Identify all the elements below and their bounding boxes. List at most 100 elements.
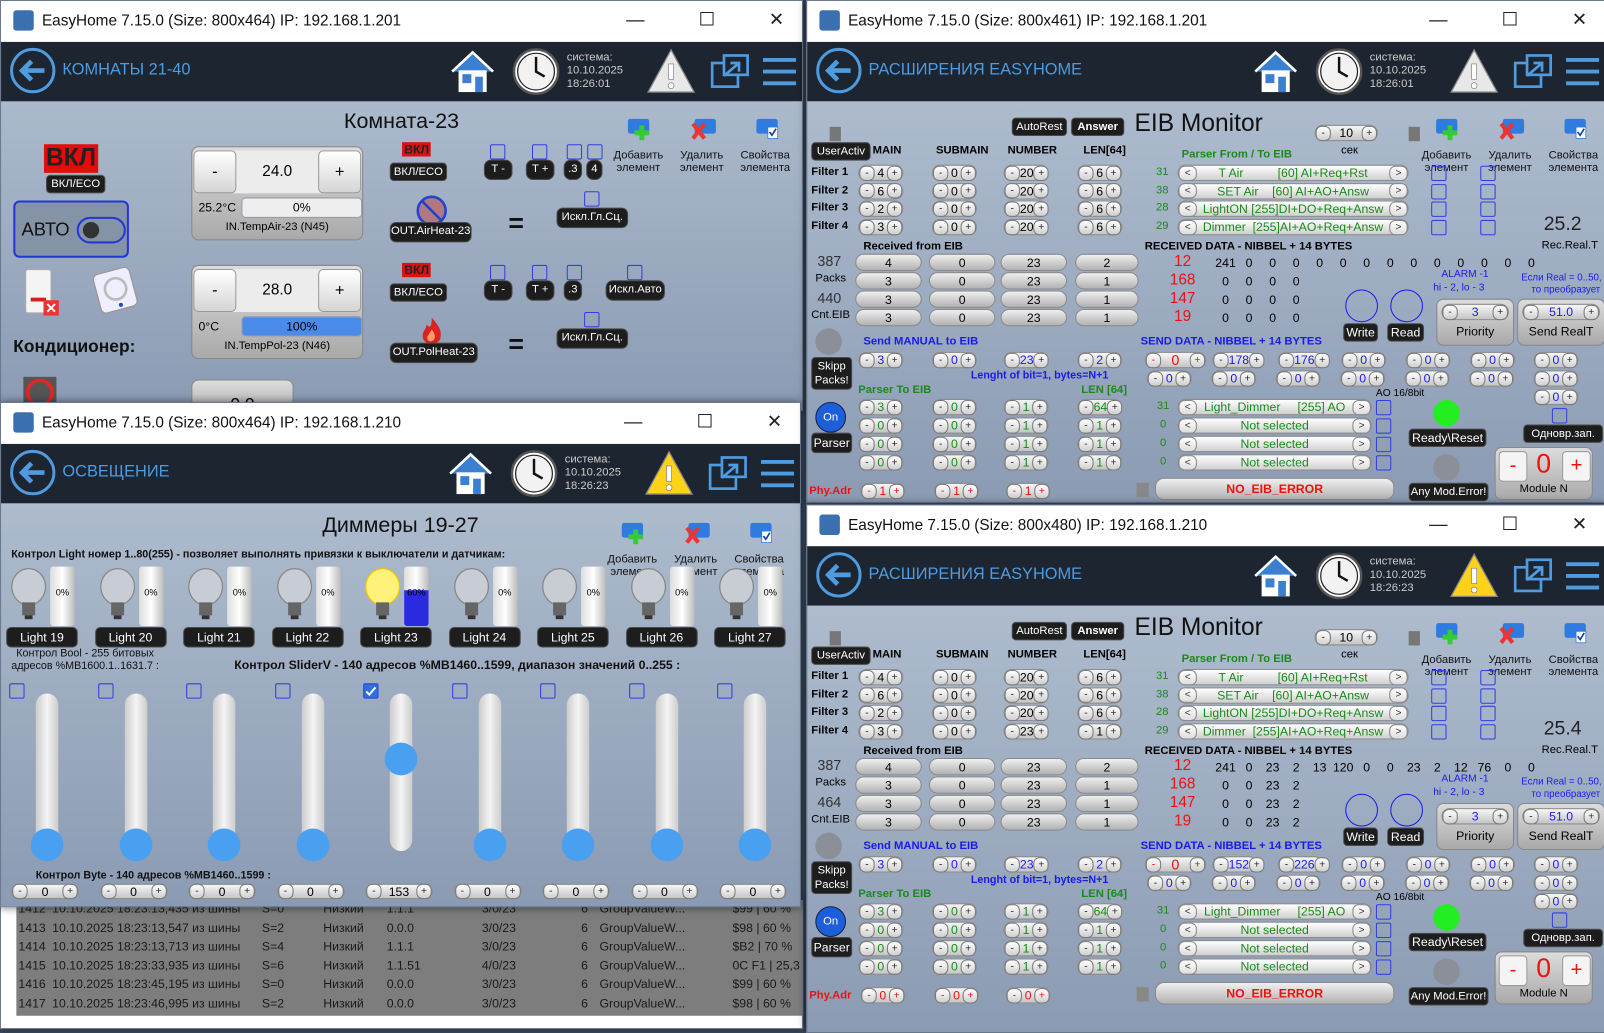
stepper-value[interactable]: 153 [388, 884, 410, 899]
send-data-stepper[interactable]: -0 + [1146, 370, 1192, 387]
increment-button[interactable]: + [1105, 183, 1122, 199]
checkbox[interactable] [1480, 201, 1496, 218]
stepper-value[interactable]: 0 [1423, 875, 1431, 890]
stepper-value[interactable]: 1 [1096, 436, 1104, 452]
increment-button[interactable]: + [1497, 370, 1514, 387]
decrement-button[interactable]: - [1004, 723, 1020, 740]
stepper-value[interactable]: 0 [951, 201, 958, 217]
send-manual-stepper[interactable]: -0 + [931, 856, 977, 873]
module-decrement-button[interactable]: - [1498, 451, 1528, 482]
parser-to-main-stepper[interactable]: -0 + [858, 958, 904, 975]
on-eco-button[interactable]: ВКЛ/ECO [46, 174, 106, 194]
decrement-button[interactable]: - [1078, 399, 1094, 415]
stepper-value[interactable]: 0 [1294, 875, 1302, 890]
filter-submain-stepper[interactable]: -0 + [931, 200, 977, 218]
increment-button[interactable]: + [960, 922, 976, 938]
parser-select[interactable]: < LightON [255]DI+DO+Req+Answ > [1177, 200, 1409, 218]
stepper-value[interactable]: 0 [951, 959, 958, 974]
back-button[interactable] [815, 551, 862, 598]
slider-knob[interactable] [561, 828, 595, 862]
write-button[interactable]: Write [1343, 827, 1378, 846]
next-button[interactable]: > [1389, 723, 1408, 740]
parser-to-submain-stepper[interactable]: -0 + [931, 903, 977, 920]
decrement-button[interactable]: - [1004, 436, 1020, 452]
increment-button[interactable]: + [1033, 723, 1049, 740]
stepper-value[interactable]: 0 [307, 884, 314, 899]
parser-to-main-stepper[interactable]: -0 + [858, 435, 904, 453]
increment-button[interactable]: + [1105, 705, 1122, 722]
decrement-button[interactable]: - [1534, 370, 1550, 387]
decrement-button[interactable]: - [1534, 389, 1550, 405]
stepper-value[interactable]: 1 [1022, 959, 1030, 974]
checkbox[interactable] [584, 191, 600, 207]
light-button[interactable]: Light 27 [714, 627, 786, 648]
stepper-value[interactable]: 1 [1096, 959, 1104, 974]
decrement-button[interactable]: - [1278, 856, 1295, 873]
increment-button[interactable]: + [1304, 370, 1320, 387]
decrement-button[interactable]: - [1341, 875, 1357, 891]
filter-len-stepper[interactable]: -1 + [1077, 723, 1123, 740]
decrement-button[interactable]: - [1078, 183, 1094, 199]
send-manual-stepper[interactable]: -23 + [1003, 856, 1049, 873]
user-activ-button[interactable]: UserActiv [811, 142, 871, 161]
t-minus-button[interactable]: T - [483, 280, 513, 301]
slider-checkbox[interactable] [186, 683, 202, 699]
checkbox[interactable] [1431, 688, 1447, 704]
stepper-value[interactable]: 1 [879, 483, 887, 499]
increment-button[interactable]: + [1583, 304, 1599, 320]
stepper-value[interactable]: 3 [877, 904, 885, 919]
increment-button[interactable]: + [886, 165, 903, 181]
send-data-stepper[interactable]: -0 + [1470, 351, 1516, 369]
previous-button[interactable]: < [1178, 922, 1197, 938]
increment-button[interactable]: + [1369, 352, 1386, 368]
minimize-button[interactable]: — [626, 9, 645, 30]
decrement-button[interactable]: - [859, 922, 875, 938]
increment-button[interactable]: + [960, 940, 976, 956]
stepper-value[interactable]: 4 [877, 165, 885, 181]
decrement-button[interactable]: - [1534, 893, 1550, 909]
phy-address-stepper[interactable]: -1 + [933, 482, 980, 500]
new-window-button[interactable] [1510, 50, 1557, 93]
stepper-value[interactable]: 0 [1552, 389, 1560, 405]
checkbox[interactable] [1431, 706, 1447, 722]
decrement-button[interactable]: - [1004, 922, 1020, 938]
send-data-stepper[interactable]: -0 + [1533, 856, 1579, 873]
decrement-button[interactable]: - [1145, 856, 1162, 873]
increment-button[interactable]: + [1107, 903, 1123, 920]
increment-button[interactable]: + [1105, 201, 1122, 217]
decrement-button[interactable]: - [1004, 183, 1020, 199]
home-button[interactable] [1249, 46, 1302, 97]
slider[interactable] [561, 693, 595, 862]
answer-button[interactable]: Answer [1071, 621, 1125, 641]
filter-number-stepper[interactable]: -20 + [1003, 705, 1049, 722]
close-button[interactable]: ✕ [768, 9, 785, 30]
increment-button[interactable]: + [318, 150, 362, 194]
byte-stepper[interactable]: -0 + [542, 883, 610, 900]
increment-button[interactable]: + [960, 687, 976, 703]
stepper-value[interactable]: 1 [1096, 724, 1104, 739]
stepper-value[interactable]: 0 [951, 706, 958, 721]
slider-knob[interactable] [384, 742, 418, 776]
maximize-button[interactable]: ☐ [1501, 9, 1519, 30]
stepper-value[interactable]: 176 [1294, 352, 1315, 368]
read-button[interactable]: Read [1387, 827, 1425, 846]
send-data-stepper[interactable]: -0 + [1146, 874, 1192, 891]
stepper-value[interactable]: 0 [1359, 371, 1367, 386]
filter-submain-stepper[interactable]: -0 + [931, 218, 977, 236]
increment-button[interactable]: + [960, 219, 976, 235]
filter-submain-stepper[interactable]: -0 + [931, 705, 977, 722]
stepper-value[interactable]: 0 [749, 884, 757, 899]
decrement-button[interactable]: - [1534, 875, 1550, 891]
parser-to-number-stepper[interactable]: -1 + [1003, 435, 1049, 453]
decrement-button[interactable]: - [859, 183, 875, 199]
increment-button[interactable]: + [1498, 856, 1515, 873]
stepper-value[interactable]: 6 [1096, 183, 1104, 199]
increment-button[interactable]: + [1492, 808, 1508, 824]
increment-button[interactable]: + [1105, 417, 1122, 434]
send-data-stepper[interactable]: -0 + [1533, 351, 1579, 369]
stepper-value[interactable]: 0 [1552, 352, 1560, 368]
decrement-button[interactable]: - [1078, 219, 1094, 235]
parser-to-len-stepper[interactable]: -1 + [1077, 435, 1123, 453]
increment-button[interactable]: + [1032, 399, 1048, 415]
exclude-scene-button[interactable]: Искл.Гл.Сц. [556, 328, 629, 349]
